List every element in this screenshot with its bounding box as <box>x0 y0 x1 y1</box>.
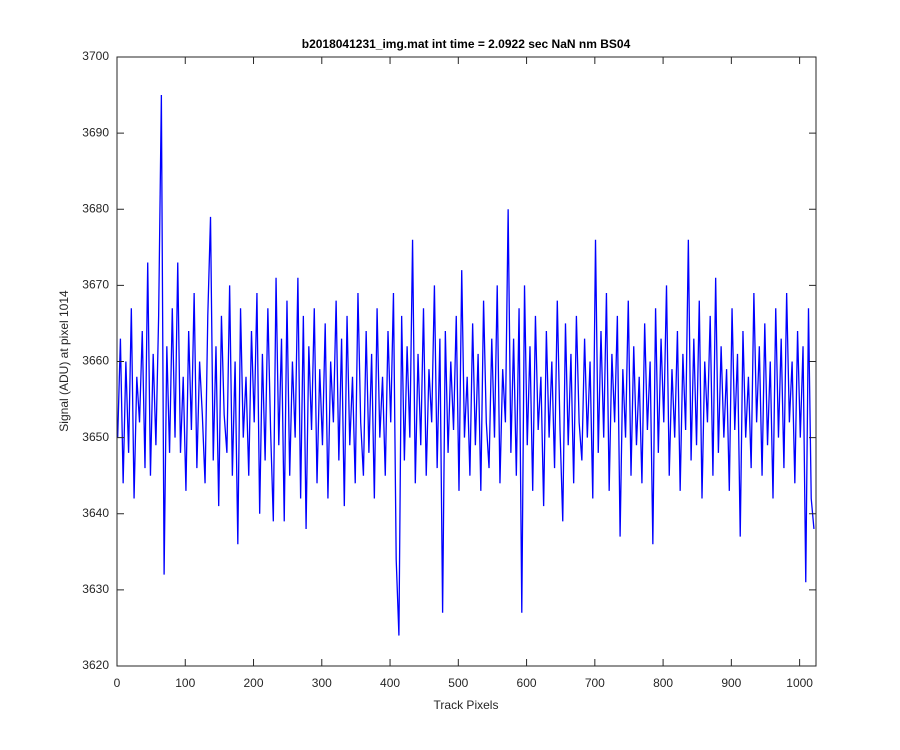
y-tick-label: 3640 <box>82 506 109 520</box>
x-tick-label: 200 <box>244 676 264 690</box>
x-tick-label: 1000 <box>786 676 813 690</box>
x-tick-label: 800 <box>653 676 673 690</box>
y-tick-label: 3650 <box>82 430 109 444</box>
x-tick-label: 100 <box>175 676 195 690</box>
x-tick-label: 900 <box>721 676 741 690</box>
y-tick-label: 3630 <box>82 582 109 596</box>
x-tick-label: 500 <box>448 676 468 690</box>
y-tick-label: 3620 <box>82 658 109 672</box>
y-tick-label: 3660 <box>82 354 109 368</box>
data-line <box>117 95 815 636</box>
y-tick-label: 3670 <box>82 278 109 292</box>
chart-title: b2018041231_img.mat int time = 2.0922 se… <box>302 37 631 51</box>
y-tick-label: 3680 <box>82 201 109 215</box>
x-tick-label: 0 <box>114 676 121 690</box>
y-tick-label: 3690 <box>82 125 109 139</box>
y-tick-label: 3700 <box>82 49 109 63</box>
x-tick-label: 300 <box>312 676 332 690</box>
x-axis-label: Track Pixels <box>434 698 499 712</box>
x-tick-label: 600 <box>517 676 537 690</box>
x-tick-label: 700 <box>585 676 605 690</box>
y-axis-label: Signal (ADU) at pixel 1014 <box>57 290 71 432</box>
x-tick-label: 400 <box>380 676 400 690</box>
